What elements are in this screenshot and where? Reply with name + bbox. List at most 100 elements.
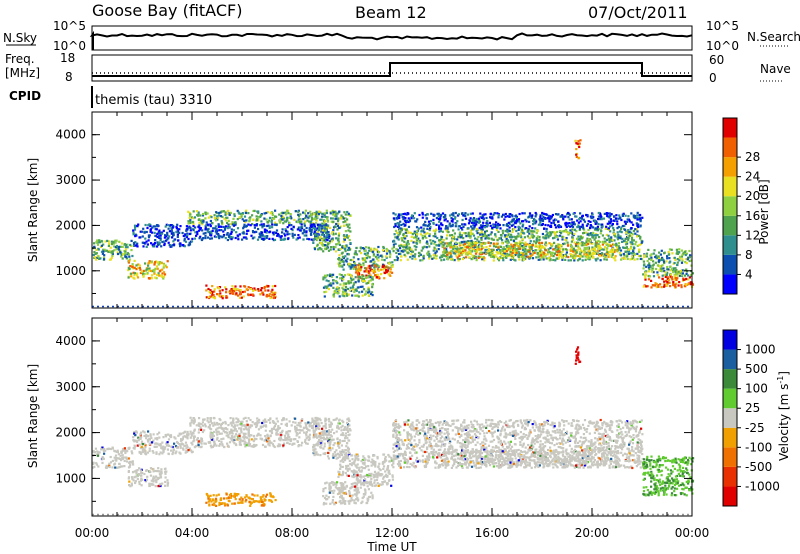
data-cell xyxy=(439,256,442,259)
data-cell xyxy=(483,251,486,254)
data-cell xyxy=(674,267,677,270)
data-cell xyxy=(510,235,513,238)
data-cell xyxy=(507,234,510,237)
data-cell xyxy=(672,283,675,287)
data-cell xyxy=(494,235,497,238)
data-cell xyxy=(625,231,628,234)
data-cell xyxy=(153,445,156,448)
data-cell xyxy=(353,265,356,268)
data-cell xyxy=(555,244,558,247)
data-cell xyxy=(344,247,347,251)
data-cell xyxy=(645,255,648,258)
data-cell xyxy=(570,240,573,243)
data-cell xyxy=(136,478,139,481)
data-cell xyxy=(594,244,597,247)
data-cell xyxy=(395,248,398,251)
data-cell xyxy=(574,140,577,143)
data-cell xyxy=(496,249,499,252)
data-cell xyxy=(504,229,507,233)
data-cell xyxy=(246,229,249,233)
data-cell xyxy=(444,213,447,217)
data-cell xyxy=(521,242,524,245)
data-cell xyxy=(358,275,361,278)
data-cell xyxy=(198,237,201,240)
data-cell xyxy=(577,243,580,246)
data-cell xyxy=(434,232,437,235)
data-cell xyxy=(428,257,431,260)
data-cell xyxy=(512,218,515,221)
data-cell xyxy=(537,255,540,258)
data-cell xyxy=(136,469,139,472)
data-cell xyxy=(623,224,626,228)
data-cell xyxy=(522,220,525,223)
data-cell xyxy=(302,238,305,241)
data-cell xyxy=(377,251,381,254)
data-cell xyxy=(434,251,437,254)
data-cell xyxy=(173,243,176,246)
data-cell xyxy=(687,256,690,259)
data-cell xyxy=(171,226,174,229)
data-cell xyxy=(131,263,134,266)
data-cell xyxy=(308,220,311,223)
data-cell xyxy=(357,267,360,270)
data-cell xyxy=(673,284,676,287)
data-cell xyxy=(679,271,682,274)
data-cell xyxy=(528,250,531,254)
data-cell xyxy=(661,277,664,280)
data-cell xyxy=(215,235,218,239)
data-cell xyxy=(658,276,661,279)
data-cell xyxy=(240,427,243,430)
data-cell xyxy=(128,484,131,487)
data-cell xyxy=(159,472,162,475)
data-cell xyxy=(430,212,433,215)
data-cell xyxy=(336,242,339,246)
data-cell xyxy=(589,220,592,223)
data-cell xyxy=(338,289,341,292)
data-cell xyxy=(276,429,279,432)
data-cell xyxy=(428,234,431,238)
data-cell xyxy=(293,218,296,221)
data-cell xyxy=(219,292,222,295)
data-cell xyxy=(508,247,511,250)
data-cell xyxy=(603,212,606,215)
data-cell xyxy=(557,226,560,229)
data-cell xyxy=(685,252,688,255)
data-cell xyxy=(623,220,626,223)
data-cell xyxy=(477,235,480,239)
data-cell xyxy=(586,223,589,226)
data-cell xyxy=(120,253,123,256)
data-cell xyxy=(492,255,495,258)
data-cell xyxy=(501,232,505,235)
data-cell xyxy=(581,215,584,218)
data-cell xyxy=(605,233,608,237)
data-cell xyxy=(95,462,98,465)
data-cell xyxy=(651,284,654,287)
data-cell xyxy=(592,234,595,237)
data-cell xyxy=(589,238,592,241)
data-cell xyxy=(309,230,312,233)
data-cell xyxy=(281,429,284,432)
data-cell xyxy=(542,236,545,239)
data-cell xyxy=(270,290,273,293)
data-cell xyxy=(143,472,146,476)
data-cell xyxy=(210,232,213,235)
data-cell xyxy=(238,427,241,430)
data-cell xyxy=(227,209,230,212)
data-cell xyxy=(471,243,475,246)
data-cell xyxy=(328,235,331,238)
data-cell xyxy=(118,240,121,243)
data-cell xyxy=(318,229,321,232)
data-cell xyxy=(608,254,611,257)
data-cell xyxy=(319,235,322,239)
data-cell xyxy=(586,256,589,259)
data-cell xyxy=(337,234,340,237)
data-cell xyxy=(465,246,468,249)
data-cell xyxy=(343,211,346,214)
data-cell xyxy=(181,231,184,235)
data-cell xyxy=(326,226,329,229)
data-cell xyxy=(655,257,658,260)
data-cell xyxy=(480,256,483,259)
data-cell xyxy=(204,227,207,230)
data-cell xyxy=(603,246,607,249)
